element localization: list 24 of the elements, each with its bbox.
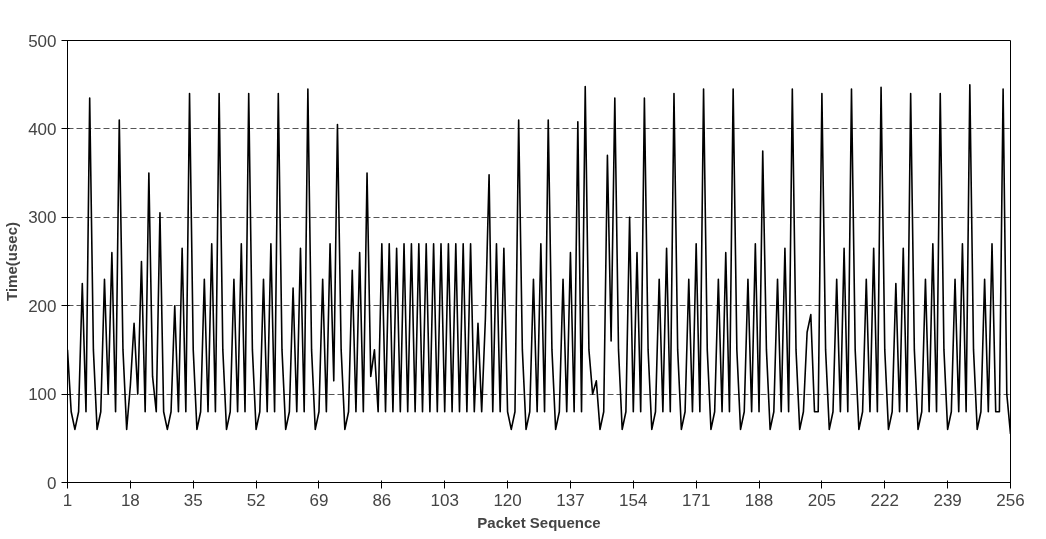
x-tick-label: 52 [246, 490, 266, 510]
x-tick-label: 222 [870, 490, 899, 510]
x-tick-label: 256 [996, 490, 1025, 510]
x-tick-label: 154 [619, 490, 648, 510]
y-tick-label: 300 [28, 208, 57, 228]
x-tick-label: 18 [120, 490, 140, 510]
x-tick-label: 86 [372, 490, 392, 510]
x-tick-label: 120 [493, 490, 522, 510]
x-axis-title: Packet Sequence [477, 513, 601, 531]
y-tick-label: 500 [28, 31, 57, 51]
x-tick-label: 188 [744, 490, 774, 510]
y-tick-label: 200 [28, 296, 57, 316]
y-tick-label: 100 [28, 385, 57, 405]
x-tick-label: 239 [933, 490, 962, 510]
x-tick-label: 35 [183, 490, 203, 510]
x-tick-label: 205 [807, 490, 837, 510]
x-tick-label: 69 [309, 490, 329, 510]
x-tick-label: 171 [681, 490, 711, 510]
y-axis-title: Time(usec) [3, 222, 21, 301]
x-tick-label: 103 [430, 490, 459, 510]
x-tick-label: 1 [62, 490, 73, 510]
y-tick-label: 400 [28, 119, 57, 139]
y-tick-label: 0 [47, 473, 57, 493]
x-tick-label: 137 [556, 490, 585, 510]
